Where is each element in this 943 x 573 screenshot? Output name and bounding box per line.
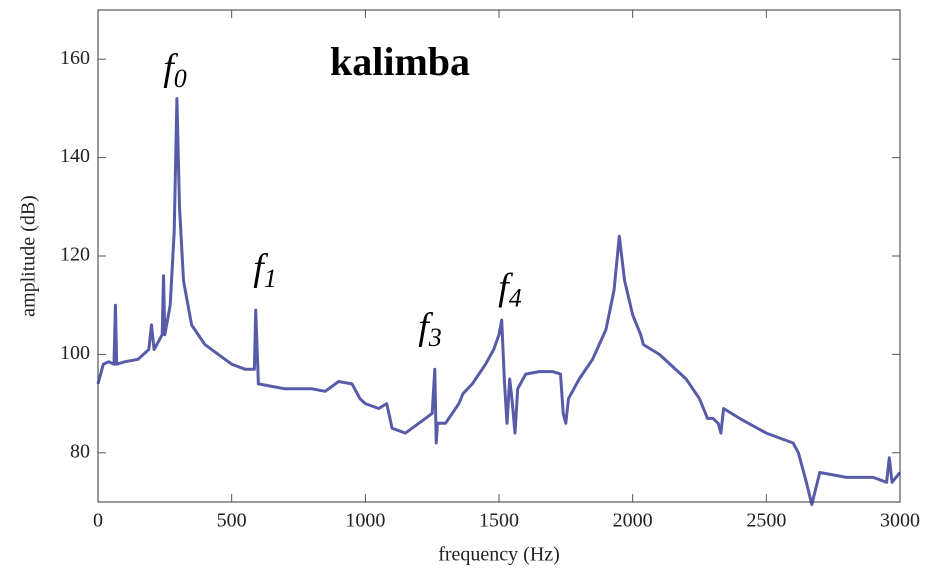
annotation-subscript: 1 (264, 264, 277, 293)
y-tick-label: 120 (60, 244, 90, 266)
y-tick-label: 140 (60, 145, 90, 167)
annotation: f3 (418, 306, 442, 352)
y-axis-title: amplitude (dB) (18, 195, 40, 317)
annotation: f1 (253, 246, 277, 292)
x-tick-label: 3000 (880, 510, 920, 532)
annotation-subscript: 0 (174, 64, 187, 93)
x-tick-label: 2000 (613, 510, 653, 532)
annotation-subscript: 3 (428, 323, 442, 352)
y-tick-label: 160 (60, 47, 90, 69)
x-tick-label: 500 (217, 510, 247, 532)
plot-frame (97, 9, 901, 503)
x-axis-title: frequency (Hz) (438, 544, 560, 566)
y-tick-label: 100 (60, 342, 90, 364)
annotation: f4 (498, 266, 522, 312)
x-tick-label: 0 (93, 510, 103, 532)
x-tick-label: 1000 (345, 510, 385, 532)
x-tick-label: 2500 (746, 510, 786, 532)
chart-title: kalimba (330, 39, 470, 84)
annotation: f0 (163, 47, 187, 93)
x-tick-label: 1500 (479, 510, 519, 532)
y-tick-label: 80 (70, 440, 90, 462)
spectrum-line (96, 97, 902, 506)
annotation-subscript: 4 (509, 283, 522, 312)
